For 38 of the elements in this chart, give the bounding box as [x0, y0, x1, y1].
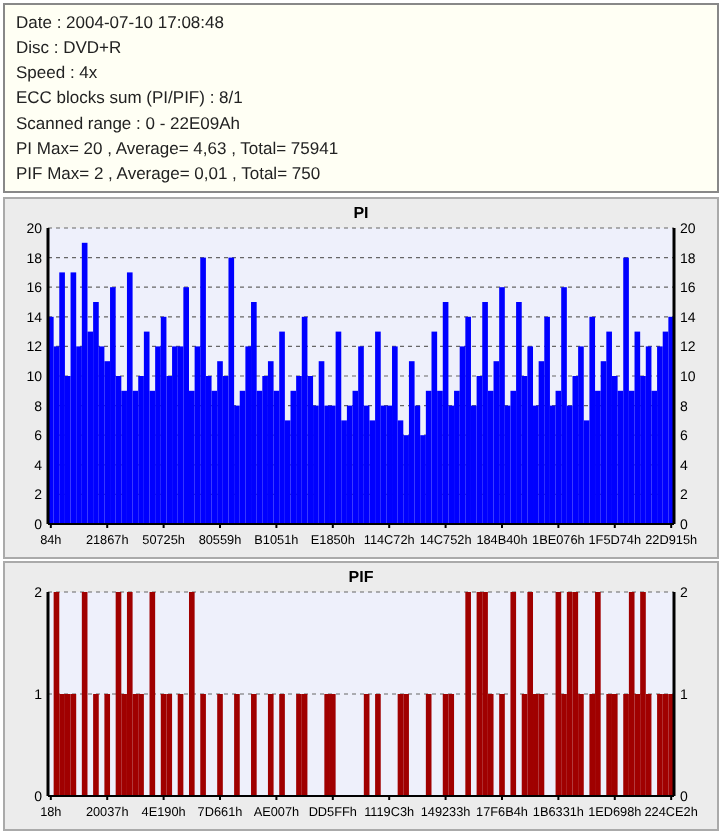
bar	[126, 272, 133, 524]
chart-title: PI	[353, 204, 369, 222]
bar	[267, 361, 274, 524]
bar	[516, 302, 522, 524]
bar	[465, 316, 471, 524]
bar	[431, 331, 438, 524]
text: Date : 2004-07-10 17:08:48	[16, 12, 225, 32]
bar	[561, 287, 567, 524]
bar	[623, 257, 629, 524]
bar	[482, 302, 488, 524]
bar	[527, 346, 534, 524]
text: PIF Max= 2 , Average= 0,01 , Total= 750	[16, 162, 321, 183]
bar	[358, 346, 364, 524]
bar	[499, 287, 505, 524]
chart-title: PIF	[348, 568, 374, 586]
bar	[589, 316, 596, 524]
text: Disc : DVD+R	[16, 37, 122, 58]
bar	[251, 302, 257, 524]
text: PI Max= 20 , Average= 4,63 , Total= 75941	[16, 137, 339, 158]
bar	[183, 287, 189, 524]
text: Speed : 4x	[16, 62, 99, 83]
bar	[59, 272, 65, 524]
bar	[606, 331, 612, 524]
bar	[578, 346, 584, 524]
bar	[279, 331, 285, 524]
bar	[110, 287, 116, 524]
bar	[408, 361, 415, 524]
bar	[375, 331, 381, 524]
bar	[228, 257, 235, 524]
text: Scanned range : 0 - 22E09Ah	[16, 112, 241, 133]
bar	[93, 302, 99, 524]
text: ECC blocks sum (PI/PIF) : 8/1	[16, 87, 244, 108]
bar	[544, 316, 550, 524]
bar	[217, 361, 223, 524]
bar	[143, 331, 150, 524]
bar	[172, 346, 178, 524]
bar	[200, 257, 206, 524]
bar	[392, 346, 398, 524]
